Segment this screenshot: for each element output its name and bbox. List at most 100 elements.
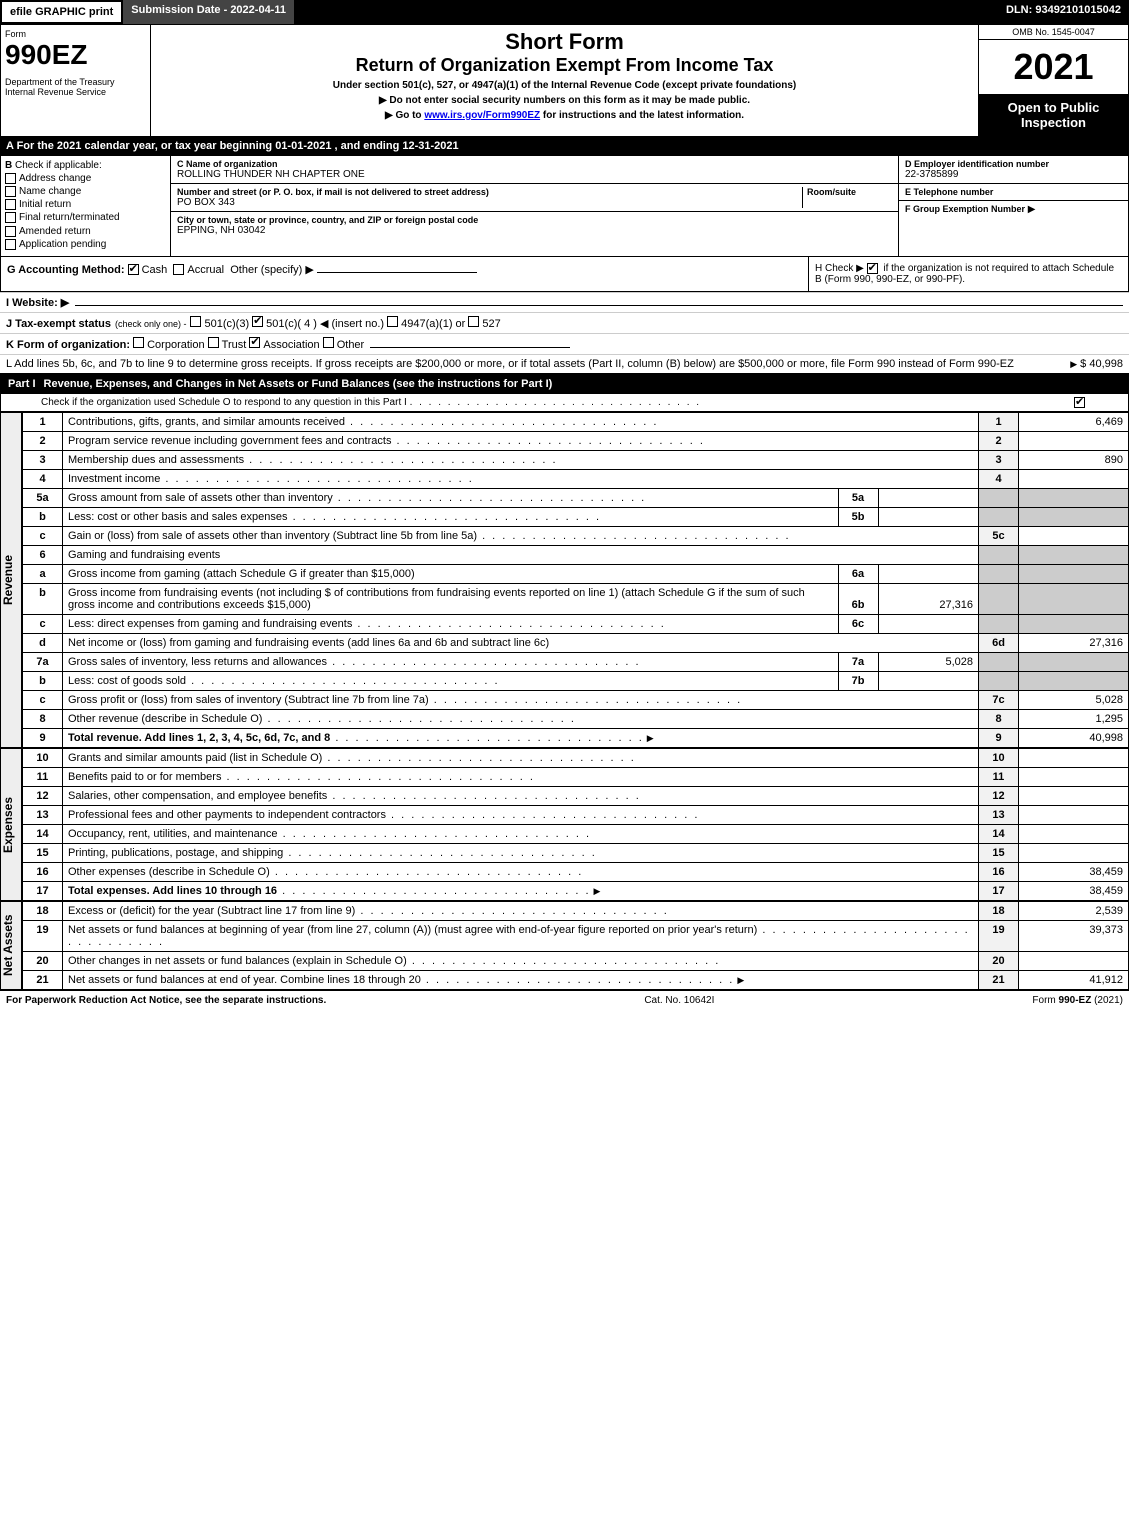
- footer-mid: Cat. No. 10642I: [644, 995, 714, 1006]
- chk-other[interactable]: [323, 337, 334, 348]
- subtitle-ssn: ▶ Do not enter social security numbers o…: [155, 95, 974, 106]
- c-room-hdr: Room/suite: [807, 187, 892, 197]
- section-c: C Name of organization ROLLING THUNDER N…: [171, 156, 898, 256]
- line-7b: bLess: cost of goods sold7b: [23, 671, 1129, 690]
- c-name-hdr: C Name of organization: [177, 159, 892, 169]
- l-arrow-icon: [1067, 358, 1080, 370]
- form-header: Form 990EZ Department of the Treasury In…: [0, 24, 1129, 137]
- line-8: 8Other revenue (describe in Schedule O)8…: [23, 709, 1129, 728]
- goto-post: for instructions and the latest informat…: [543, 110, 744, 121]
- e-row: E Telephone number: [899, 184, 1128, 201]
- revenue-sidelabel: Revenue: [0, 412, 22, 748]
- top-spacer: [294, 0, 998, 24]
- chk-501c[interactable]: [252, 316, 263, 327]
- chk-initial-return[interactable]: Initial return: [5, 199, 166, 210]
- subtitle-section: Under section 501(c), 527, or 4947(a)(1)…: [155, 80, 974, 91]
- subtitle-goto: ▶ Go to www.irs.gov/Form990EZ for instru…: [155, 110, 974, 121]
- i-website-input[interactable]: [75, 305, 1123, 306]
- top-header: efile GRAPHIC print Submission Date - 20…: [0, 0, 1129, 24]
- chk-corp[interactable]: [133, 337, 144, 348]
- form-word: Form: [5, 29, 146, 39]
- line-6c: cLess: direct expenses from gaming and f…: [23, 614, 1129, 633]
- line-12: 12Salaries, other compensation, and empl…: [23, 786, 1129, 805]
- k-other-input[interactable]: [370, 347, 570, 348]
- c-name-val: ROLLING THUNDER NH CHAPTER ONE: [177, 169, 892, 180]
- section-bcdef: B Check if applicable: Address change Na…: [0, 155, 1129, 257]
- line-7a: 7aGross sales of inventory, less returns…: [23, 652, 1129, 671]
- section-def: D Employer identification number 22-3785…: [898, 156, 1128, 256]
- line-4: 4Investment income4: [23, 469, 1129, 488]
- chk-h[interactable]: [867, 263, 878, 274]
- form-header-left: Form 990EZ Department of the Treasury In…: [1, 25, 151, 136]
- line-20: 20Other changes in net assets or fund ba…: [23, 951, 1129, 970]
- f-hdr: F Group Exemption Number: [905, 204, 1025, 214]
- chk-assoc[interactable]: [249, 337, 260, 348]
- line-5a: 5aGross amount from sale of assets other…: [23, 488, 1129, 507]
- line-6: 6Gaming and fundraising events: [23, 545, 1129, 564]
- line-11: 11Benefits paid to or for members11: [23, 767, 1129, 786]
- submission-date: Submission Date - 2022-04-11: [123, 0, 294, 24]
- part-i-label: Part I: [8, 378, 44, 390]
- l-row: L Add lines 5b, 6c, and 7b to line 9 to …: [0, 354, 1129, 374]
- chk-cash[interactable]: [128, 264, 139, 275]
- chk-final-return[interactable]: Final return/terminated: [5, 212, 166, 223]
- line-6d: dNet income or (loss) from gaming and fu…: [23, 633, 1129, 652]
- irs-label: Internal Revenue Service: [5, 87, 146, 97]
- line-16: 16Other expenses (describe in Schedule O…: [23, 862, 1129, 881]
- line-10: 10Grants and similar amounts paid (list …: [23, 748, 1129, 767]
- d-val: 22-3785899: [905, 169, 1122, 180]
- f-row: F Group Exemption Number ▶: [899, 201, 1128, 218]
- chk-527[interactable]: [468, 316, 479, 327]
- arrow-icon: [644, 732, 657, 744]
- c-city-row: City or town, state or province, country…: [171, 212, 898, 239]
- expenses-table: 10Grants and similar amounts paid (list …: [22, 748, 1129, 901]
- k-label: K Form of organization:: [6, 339, 130, 351]
- l-amt: $ 40,998: [1080, 358, 1123, 370]
- i-row: I Website: ▶: [0, 292, 1129, 312]
- title-return: Return of Organization Exempt From Incom…: [155, 55, 974, 76]
- footer-left: For Paperwork Reduction Act Notice, see …: [6, 995, 326, 1006]
- part-i-title: Revenue, Expenses, and Changes in Net As…: [44, 378, 1121, 390]
- revenue-section: Revenue 1Contributions, gifts, grants, a…: [0, 412, 1129, 748]
- arrow-icon: [734, 974, 747, 986]
- c-city-hdr: City or town, state or province, country…: [177, 215, 892, 225]
- chk-application-pending[interactable]: Application pending: [5, 239, 166, 250]
- form-header-center: Short Form Return of Organization Exempt…: [151, 25, 978, 136]
- line-9: 9Total revenue. Add lines 1, 2, 3, 4, 5c…: [23, 728, 1129, 747]
- chk-schedule-o[interactable]: [1074, 397, 1085, 408]
- part-i-header: Part I Revenue, Expenses, and Changes in…: [0, 374, 1129, 394]
- g-other-input[interactable]: [317, 272, 477, 273]
- i-label: I Website: ▶: [6, 296, 69, 309]
- title-short-form: Short Form: [155, 29, 974, 55]
- tax-year: 2021: [979, 40, 1128, 94]
- f-arrow: ▶: [1028, 204, 1036, 215]
- d-hdr: D Employer identification number: [905, 159, 1122, 169]
- line-5b: bLess: cost or other basis and sales exp…: [23, 507, 1129, 526]
- row-a-tax-year: A For the 2021 calendar year, or tax yea…: [0, 137, 1129, 155]
- chk-name-change[interactable]: Name change: [5, 186, 166, 197]
- expenses-sidelabel: Expenses: [0, 748, 22, 901]
- irs-link[interactable]: www.irs.gov/Form990EZ: [424, 110, 540, 121]
- chk-4947[interactable]: [387, 316, 398, 327]
- h-row: H Check ▶ if the organization is not req…: [808, 257, 1128, 291]
- line-6a: aGross income from gaming (attach Schedu…: [23, 564, 1129, 583]
- netassets-table: 18Excess or (deficit) for the year (Subt…: [22, 901, 1129, 990]
- h-pre: H Check ▶: [815, 263, 867, 274]
- chk-address-change[interactable]: Address change: [5, 173, 166, 184]
- page-footer: For Paperwork Reduction Act Notice, see …: [0, 990, 1129, 1010]
- line-2: 2Program service revenue including gover…: [23, 431, 1129, 450]
- chk-amended-return[interactable]: Amended return: [5, 226, 166, 237]
- c-addr-row: Number and street (or P. O. box, if mail…: [171, 184, 898, 212]
- line-18: 18Excess or (deficit) for the year (Subt…: [23, 901, 1129, 920]
- chk-trust[interactable]: [208, 337, 219, 348]
- chk-accrual[interactable]: [173, 264, 184, 275]
- revenue-table: 1Contributions, gifts, grants, and simil…: [22, 412, 1129, 748]
- line-15: 15Printing, publications, postage, and s…: [23, 843, 1129, 862]
- line-13: 13Professional fees and other payments t…: [23, 805, 1129, 824]
- c-city-val: EPPING, NH 03042: [177, 225, 892, 236]
- g-row: G Accounting Method: Cash Accrual Other …: [1, 257, 808, 291]
- e-hdr: E Telephone number: [905, 187, 1122, 197]
- chk-501c3[interactable]: [190, 316, 201, 327]
- part-i-sub-row: Check if the organization used Schedule …: [0, 394, 1129, 412]
- k-row: K Form of organization: Corporation Trus…: [0, 333, 1129, 354]
